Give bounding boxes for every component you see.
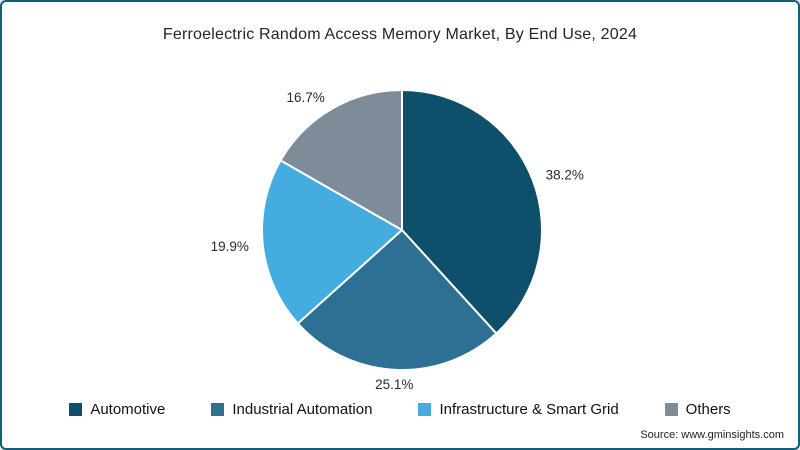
legend-item-others: Others — [664, 401, 731, 418]
legend-swatch-automotive — [69, 403, 83, 416]
legend-label-automotive: Automotive — [90, 401, 166, 418]
pie-value-label-industrial-automation: 25.1% — [375, 377, 413, 392]
pie-slice-others — [279, 89, 403, 231]
legend-swatch-industrial-automation — [211, 403, 225, 416]
legend-label-industrial-automation: Industrial Automation — [232, 401, 373, 418]
legend-item-automotive: Automotive — [69, 401, 165, 418]
pie-chart: 38.2% 25.1% 19.9% 16.7% — [211, 89, 584, 392]
legend-item-infrastructure-and-smart-grid: Infrastructure & Smart Grid — [418, 401, 619, 418]
chart-title: Ferroelectric Random Access Memory Marke… — [162, 26, 638, 43]
legend-item-industrial-automation: Industrial Automation — [211, 401, 372, 418]
pie-slice-industrial-automation — [296, 229, 498, 371]
pie-slice-infrastructure-and-smart-grid — [261, 159, 403, 325]
pie-slice-automotive — [401, 89, 543, 335]
legend-swatch-others — [664, 403, 678, 416]
pie-value-label-others: 16.7% — [287, 90, 325, 105]
source-text: Source: www.gminsights.com — [640, 429, 784, 441]
pie-value-label-automotive: 38.2% — [546, 167, 584, 182]
legend-label-others: Others — [685, 401, 731, 418]
pie-value-label-infrastructure-and-smart-grid: 19.9% — [211, 239, 249, 254]
legend-label-infrastructure-and-smart-grid: Infrastructure & Smart Grid — [439, 401, 619, 418]
legend: Automotive Industrial Automation Infrastru… — [2, 401, 798, 418]
legend-swatch-infrastructure-and-smart-grid — [418, 403, 432, 416]
